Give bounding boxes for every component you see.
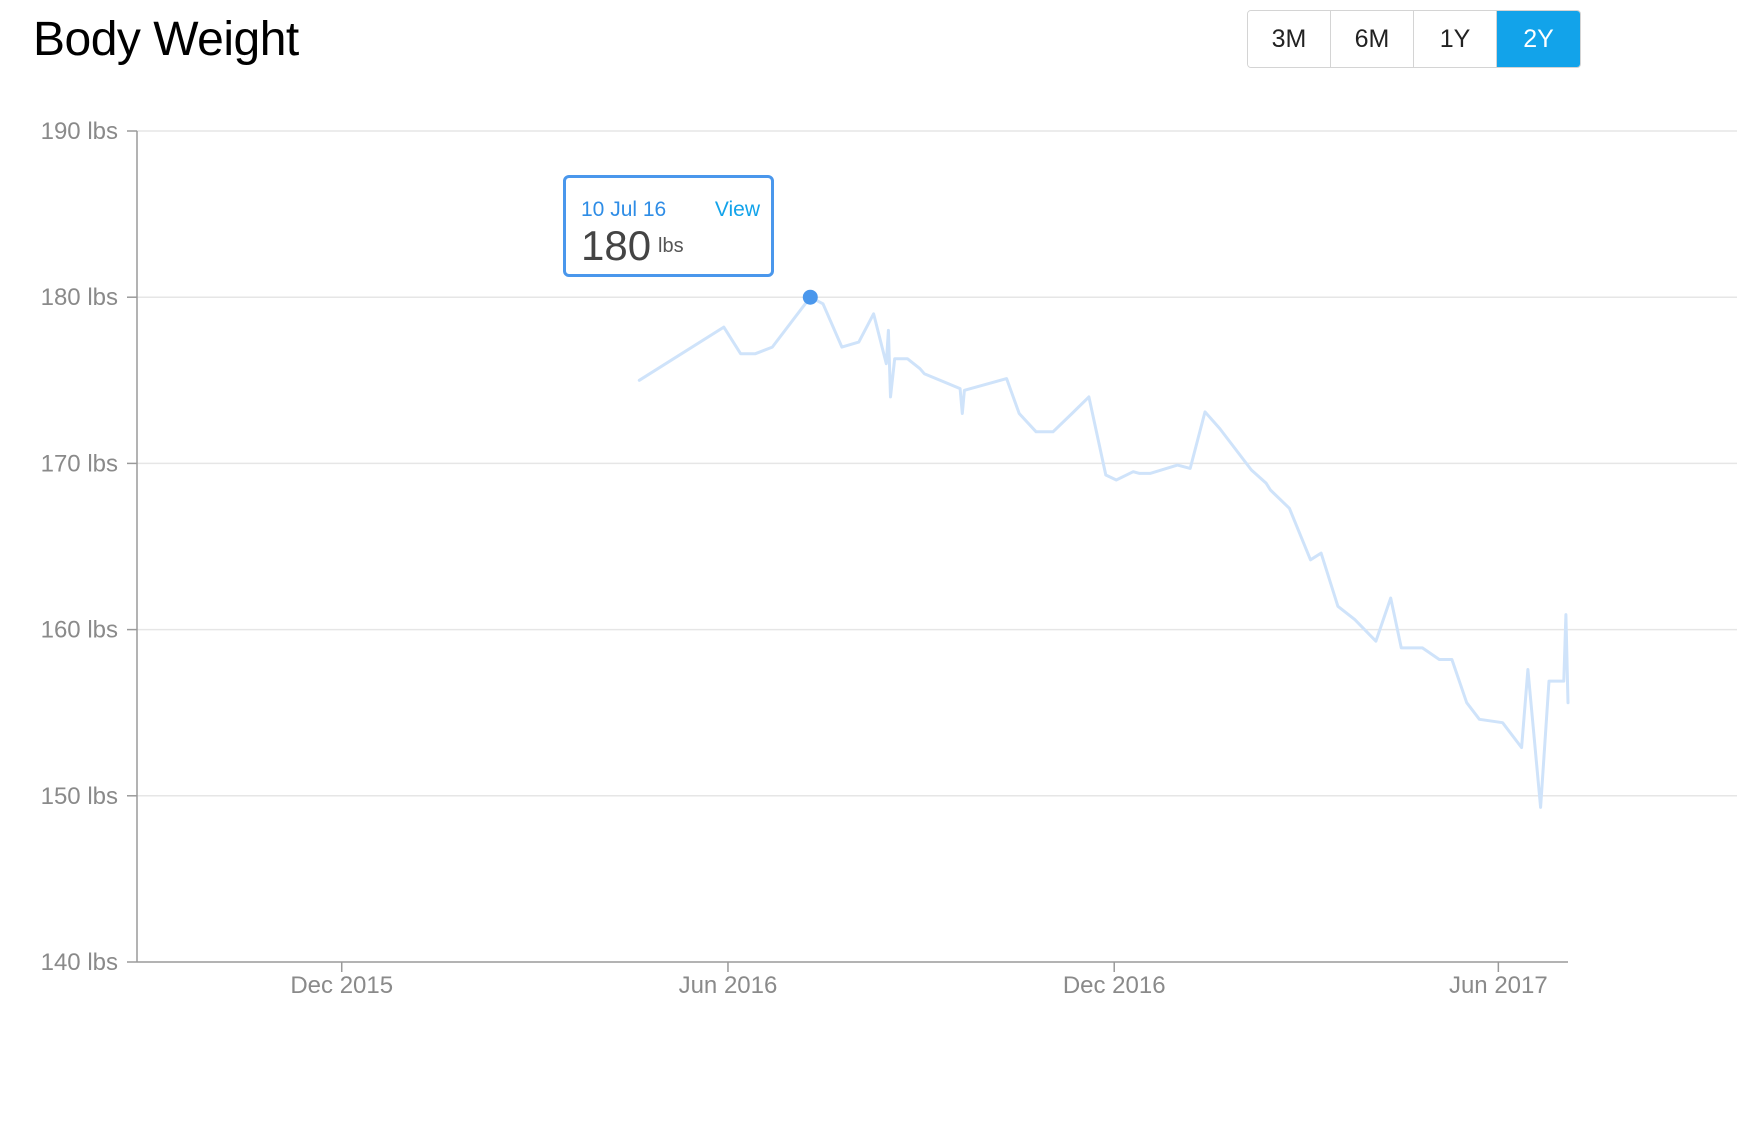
highlighted-point-marker (802, 289, 818, 305)
time-range-selector: 3M 6M 1Y 2Y (1247, 10, 1581, 68)
grid-lines (137, 130, 1737, 797)
data-point-tooltip: 10 Jul 16 View 180 lbs (563, 175, 774, 277)
y-tick-label: 150 lbs (41, 783, 118, 810)
axes (136, 131, 1568, 963)
y-axis-ticks: 140 lbs 150 lbs 160 lbs 170 lbs 180 lbs 190 l… (41, 118, 137, 976)
tooltip-date: 10 Jul 16 (581, 198, 667, 221)
y-tick-label: 180 lbs (41, 284, 118, 311)
y-tick-label: 140 lbs (41, 949, 118, 976)
range-3m-button[interactable]: 3M (1248, 11, 1331, 67)
range-1y-button[interactable]: 1Y (1414, 11, 1497, 67)
x-axis-ticks: Dec 2015 Jun 2016 Dec 2016 Jun 2017 (290, 962, 1548, 999)
y-tick-label: 170 lbs (41, 450, 118, 477)
x-tick-label: Jun 2016 (679, 972, 778, 999)
x-tick-label: Dec 2016 (1063, 972, 1166, 999)
weight-line (637, 295, 1570, 809)
y-tick-label: 190 lbs (41, 118, 118, 145)
weight-series (637, 295, 1570, 809)
y-tick-label: 160 lbs (41, 617, 118, 644)
range-2y-button[interactable]: 2Y (1497, 11, 1580, 67)
tooltip-value: 180 (581, 222, 652, 269)
x-tick-label: Jun 2017 (1449, 972, 1548, 999)
highlight-markers (802, 289, 818, 305)
tooltip-view-link[interactable]: View (714, 198, 760, 221)
tooltip-unit: lbs (658, 235, 684, 257)
page-title: Body Weight (33, 13, 299, 66)
x-tick-label: Dec 2015 (290, 972, 393, 999)
range-6m-button[interactable]: 6M (1331, 11, 1414, 67)
